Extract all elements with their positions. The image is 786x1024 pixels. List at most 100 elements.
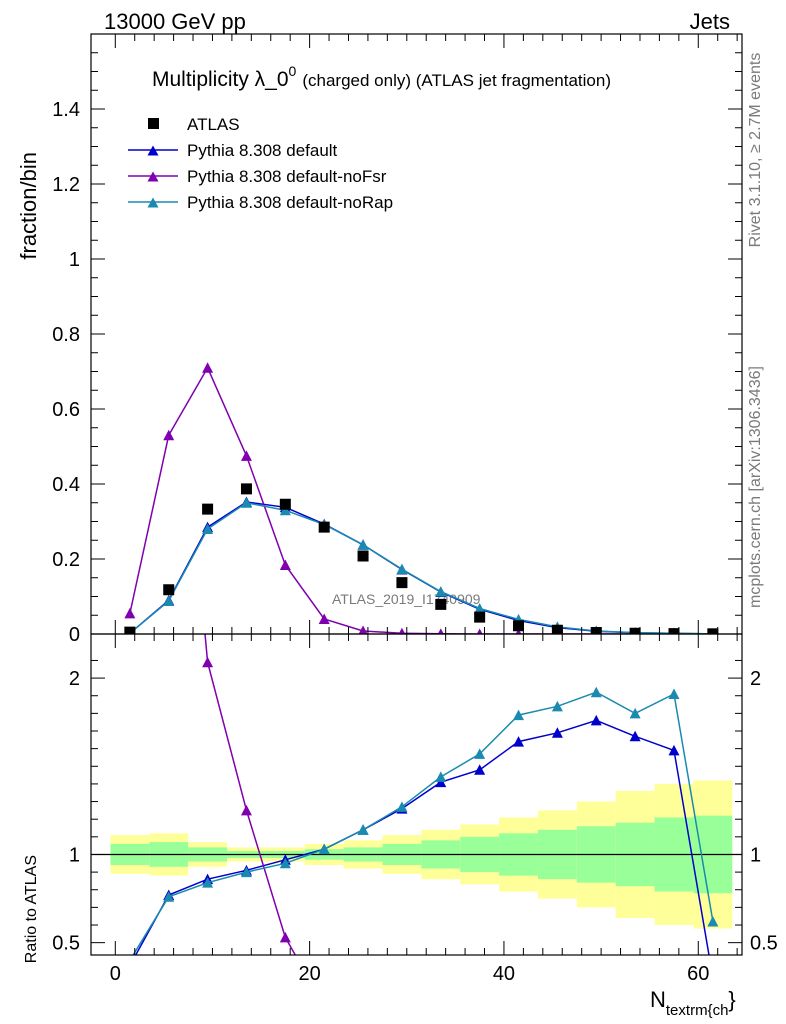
series-1-point — [437, 628, 444, 634]
ratio-2-point — [240, 866, 252, 878]
atlas-data-point — [357, 550, 369, 562]
series-1-point — [358, 625, 368, 634]
side-top-text: Rivet 3.1.10, ≥ 2.7M events — [747, 53, 764, 248]
atlas-data-point — [202, 503, 214, 515]
ratio-0-point — [629, 730, 641, 742]
y-tick-label: 0 — [69, 624, 80, 646]
side-bottom-text: mcplots.cern.ch [arXiv:1306.3436] — [747, 366, 764, 608]
atlas-data-point — [279, 498, 291, 510]
x-tick-label: 60 — [687, 963, 709, 985]
ratio-y-axis-label: Ratio to ATLAS — [23, 855, 40, 963]
ratio-2-point — [318, 843, 330, 855]
series-2-point — [202, 523, 214, 534]
ratio-2-point — [668, 688, 680, 699]
y-tick-label: 0.8 — [52, 324, 80, 346]
series-1-point — [476, 628, 483, 634]
ratio-2-point — [163, 891, 175, 902]
ratio-0-point — [590, 714, 602, 726]
series-2-point — [474, 603, 486, 614]
x-tick-label: 40 — [493, 963, 515, 985]
header-left: 13000 GeV pp — [104, 9, 246, 34]
y-tick-label: 1 — [69, 249, 80, 271]
series-1-point — [318, 613, 330, 624]
atlas-data-point — [163, 584, 175, 596]
atlas-data-point — [513, 620, 525, 632]
legend-label-atlas: ATLAS — [187, 115, 240, 134]
atlas-data-point — [707, 628, 719, 634]
series-2-point — [240, 497, 252, 508]
ratio-y-tick-label-left: 0.5 — [52, 933, 80, 955]
chart-title-sup: 0 — [289, 63, 297, 79]
x-axis-label: Ntextrm{ch} — [650, 987, 736, 1019]
series-2-point — [163, 595, 175, 606]
atlas-data-point — [629, 627, 641, 634]
series-1-point — [279, 559, 291, 570]
series-2-point — [357, 539, 369, 550]
ratio-y-tick-label-right: 1 — [750, 844, 761, 866]
ratio-y-tick-label-right: 2 — [750, 668, 761, 690]
y-tick-label: 0.6 — [52, 399, 80, 421]
series-1-point — [163, 429, 175, 441]
ratio-plot-content — [91, 634, 742, 955]
atlas-data-point — [318, 521, 330, 533]
legend-marker-nofsr — [147, 171, 159, 182]
atlas-data-point — [474, 611, 486, 623]
ratio-2-point — [396, 801, 408, 812]
ratio-y-tick-label-left: 1 — [69, 844, 80, 866]
ratio-2-point — [513, 709, 525, 721]
header-right: Jets — [690, 9, 730, 34]
atlas-data-point — [551, 624, 563, 634]
ratio-0-point — [513, 736, 525, 747]
ratio-y-tick-label-left: 2 — [69, 668, 80, 690]
x-axis-label-main: N — [650, 987, 666, 1012]
chart-title-main: Multiplicity λ_0 — [152, 68, 289, 91]
ratio-2-point — [202, 877, 214, 888]
legend-label-nofsr: Pythia 8.308 default-noFsr — [187, 167, 387, 186]
axes: 00.20.40.60.811.21.40.5 0.51 12 20 20 40 60 — [52, 33, 778, 985]
series-1-point — [124, 607, 136, 619]
atlas-data-point — [124, 626, 136, 634]
ratio-1-point — [202, 656, 214, 668]
ratio-line-1 — [204, 634, 297, 955]
ratio-0-point — [668, 744, 680, 756]
ratio-2-point — [590, 686, 602, 698]
legend-marker-norap — [147, 197, 159, 208]
legend-marker-atlas — [148, 118, 159, 129]
y-axis-label: fraction/bin — [16, 152, 41, 260]
y-tick-label: 1.4 — [52, 99, 80, 121]
ratio-0-point — [435, 776, 447, 788]
ratio-0-point — [551, 727, 563, 738]
ratio-2-point — [435, 771, 447, 782]
y-tick-label: 0.4 — [52, 474, 80, 496]
ratio-line-2 — [132, 691, 714, 955]
ratio-frame — [90, 633, 743, 956]
ratio-line-0 — [134, 719, 710, 955]
y-tick-label: 1.2 — [52, 174, 80, 196]
legend-marker-default — [147, 145, 159, 156]
series-1-point — [240, 450, 252, 461]
ratio-2-point — [629, 707, 641, 719]
series-line-2 — [129, 502, 713, 634]
ratio-1-point — [279, 931, 291, 943]
ratio-2-point — [279, 857, 291, 869]
series-2-point — [435, 586, 447, 597]
atlas-data-point — [240, 483, 252, 495]
x-tick-label: 0 — [110, 963, 121, 985]
atlas-data-point — [590, 627, 602, 634]
ratio-2-point — [357, 824, 369, 835]
ratio-2-point — [707, 915, 719, 927]
series-2-point — [396, 563, 408, 575]
x-tick-label: 20 — [298, 963, 320, 985]
series-1-point — [398, 627, 406, 634]
ratio-1-point — [240, 804, 252, 816]
chart-title-rest: (charged only) (ATLAS jet fragmentation) — [302, 71, 611, 90]
ratio-0-point — [474, 764, 486, 775]
chart-title: Multiplicity λ_00 (charged only) (ATLAS j… — [152, 63, 611, 91]
legend-label-norap: Pythia 8.308 default-noRap — [187, 193, 393, 212]
atlas-data-point — [435, 598, 447, 610]
atlas-data-point — [396, 577, 408, 589]
ratio-y-tick-label-right: 0.5 — [750, 933, 778, 955]
legend-label-default: Pythia 8.308 default — [187, 141, 338, 160]
series-2-point — [279, 504, 291, 516]
